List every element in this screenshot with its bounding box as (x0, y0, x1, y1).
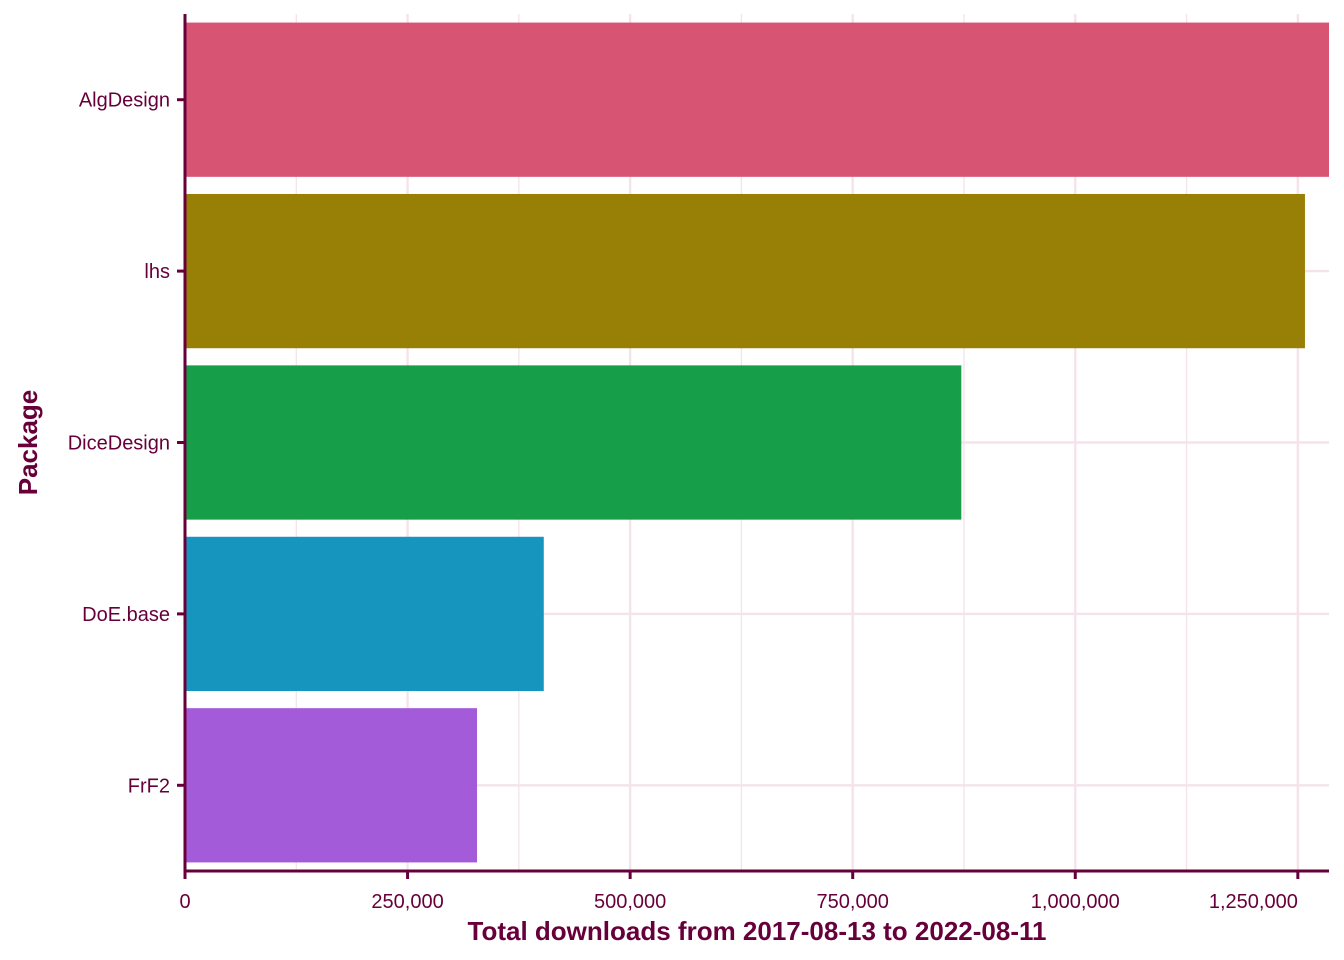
bar-frf2 (185, 708, 478, 863)
x-tick-label: 750,000 (817, 891, 889, 913)
x-tick-label: 0 (179, 891, 190, 913)
y-tick-label: lhs (144, 261, 170, 283)
bar-doe-base (185, 536, 544, 692)
y-tick-label: FrF2 (128, 775, 170, 797)
y-tick-label: AlgDesign (79, 90, 170, 112)
x-axis-title: Total downloads from 2017-08-13 to 2022-… (468, 916, 1047, 946)
y-tick-label: DoE.base (82, 604, 170, 626)
bar-dicedesign (185, 365, 962, 520)
x-tick-label: 500,000 (594, 891, 666, 913)
y-axis-title: Package (13, 390, 43, 496)
bar-lhs (185, 193, 1305, 349)
ticks: AlgDesign lhs DiceDesign DoE.base FrF2 0 250,0… (68, 90, 1300, 913)
x-tick-label: 1,000,000 (1031, 891, 1120, 913)
y-tick-label: DiceDesign (68, 433, 170, 455)
bar-algdesign (185, 22, 1329, 177)
x-tick-label: 1,250,000 (1209, 891, 1298, 913)
x-tick-label: 250,000 (371, 891, 443, 913)
bars (185, 22, 1329, 863)
